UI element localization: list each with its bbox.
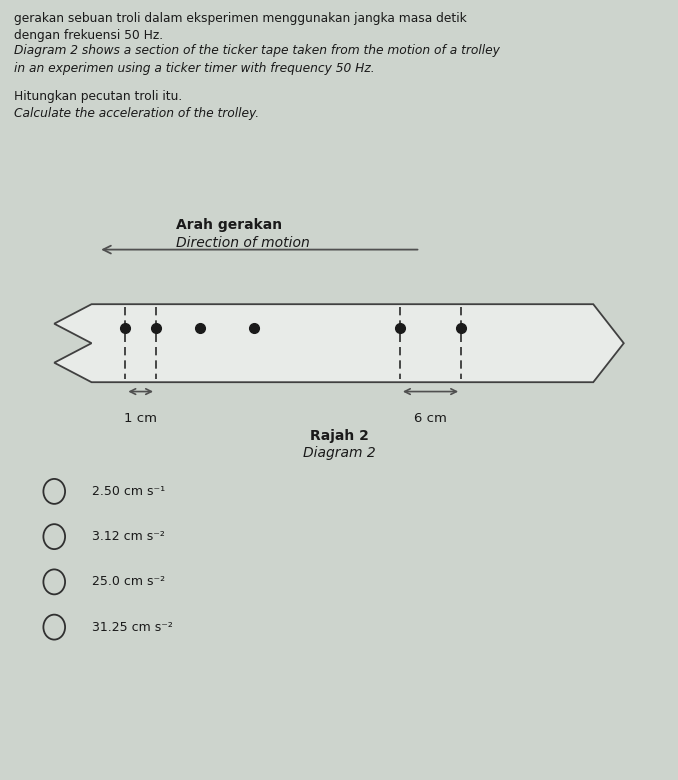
Text: dengan frekuensi 50 Hz.: dengan frekuensi 50 Hz. xyxy=(14,29,163,42)
Text: Direction of motion: Direction of motion xyxy=(176,236,310,250)
Text: Rajah 2: Rajah 2 xyxy=(310,429,368,443)
Text: 6 cm: 6 cm xyxy=(414,412,447,425)
Text: 2.50 cm s⁻¹: 2.50 cm s⁻¹ xyxy=(92,485,165,498)
Text: 31.25 cm s⁻²: 31.25 cm s⁻² xyxy=(92,621,172,633)
Text: Diagram 2 shows a section of the ticker tape taken from the motion of a trolley: Diagram 2 shows a section of the ticker … xyxy=(14,44,500,58)
Polygon shape xyxy=(54,304,624,382)
Text: Arah gerakan: Arah gerakan xyxy=(176,218,283,232)
Text: gerakan sebuan troli dalam eksperimen menggunakan jangka masa detik: gerakan sebuan troli dalam eksperimen me… xyxy=(14,12,466,25)
Text: Hitungkan pecutan troli itu.: Hitungkan pecutan troli itu. xyxy=(14,90,182,103)
Text: Calculate the acceleration of the trolley.: Calculate the acceleration of the trolle… xyxy=(14,107,259,120)
Text: 3.12 cm s⁻²: 3.12 cm s⁻² xyxy=(92,530,164,543)
Text: 1 cm: 1 cm xyxy=(124,412,157,425)
Text: in an experimen using a ticker timer with frequency 50 Hz.: in an experimen using a ticker timer wit… xyxy=(14,62,374,75)
Text: 25.0 cm s⁻²: 25.0 cm s⁻² xyxy=(92,576,165,588)
Text: Diagram 2: Diagram 2 xyxy=(302,446,376,460)
